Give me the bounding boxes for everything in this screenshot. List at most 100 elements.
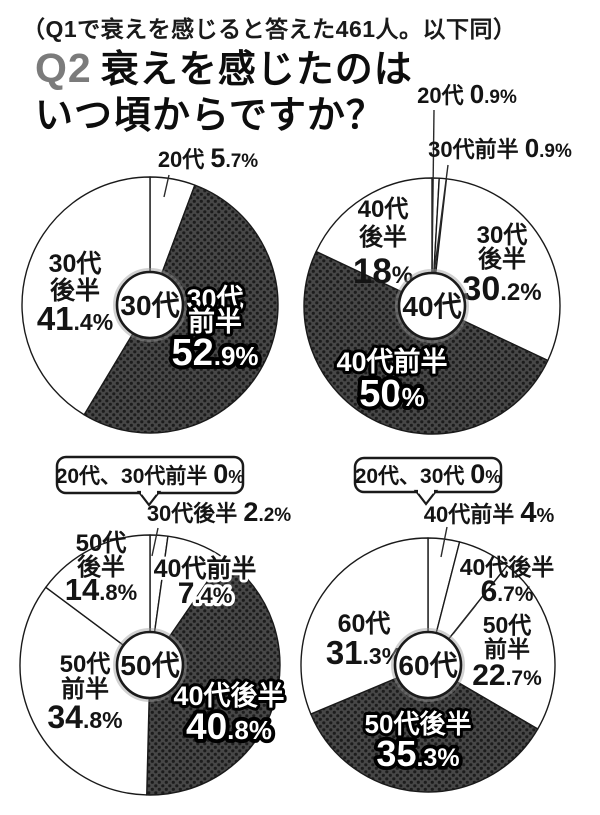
title-line-1: Q2 衰えを感じたのは [35,44,413,94]
label-text-part: .4% [74,309,114,335]
label-text-part: 20代、30代 [355,465,471,488]
label-text-part: .8% [227,715,272,745]
center-circle [393,630,463,700]
label-text-part: 4 [520,497,536,529]
leader-line [431,109,435,275]
label-text-part: 41 [37,300,74,337]
center-circle-shadow [113,268,187,342]
leader-line [163,174,170,198]
callout-note: 20代、30代 0% [355,459,502,489]
center-circle-shadow [113,628,187,702]
pie-slice-40代後半 [315,177,433,307]
pie-slice-50代前半 [427,564,556,730]
leader-line [151,527,159,557]
slice-value-40代後半: 40.8% [186,706,272,747]
slice-value-50代前半: 22.7% [472,659,542,692]
title-text-1: 衰えを感じたのは [100,49,413,91]
slice-label-40代後半: 後半 [359,223,407,251]
label-text-part: 0 [213,459,228,489]
label-text-part: 20代 [417,83,470,108]
pie-center-label: 60代 [398,650,457,681]
pie-center-label: 50代 [120,650,179,681]
label-text-part: 6 [481,575,498,608]
label-text-part: 52 [171,332,213,374]
slice-value-50代後半: 35.3% [376,733,459,774]
slice-label-50代前半: 50代 [60,651,111,678]
center-circle-shadow [391,628,465,702]
label-text-part: .8% [83,707,123,733]
label-text-part: 30代前半 [428,137,525,162]
slice-value-40代前半: 50% [359,373,424,415]
leader-line [452,604,477,635]
pie-slice-40代前半 [303,250,549,435]
callout-tail-joint [418,489,434,494]
pie-slice-50代後半 [310,664,539,793]
slice-label-50代後半: 50代 [76,530,127,557]
pie-slice-50代後半 [45,534,151,666]
slice-value-40代後半: 6.7% [481,575,534,608]
slice-label-30代後半: 30代 [49,250,102,278]
label-text-part: 50 [359,373,401,415]
leader-line [440,526,448,558]
slice-label-60代: 60代 [338,610,391,638]
pie-slice-40代後半 [146,557,281,796]
label-text-part: 20代 [158,147,211,172]
slice-label-30代後半: 30代 [477,222,528,249]
center-circle [115,270,185,340]
callout-note: 20代、30代前半 0% [56,459,245,489]
label-text-part: .4% [194,583,232,608]
slice-label-50代後半: 後半 [77,553,125,581]
label-text-part: 40 [186,706,227,747]
slice-label-40代後半: 40代後半 [460,554,555,580]
slice-label-20代: 20代 5.7% [158,143,258,173]
label-text-part: % [228,467,244,487]
label-text-part: 35 [376,733,416,774]
slice-label-40代後半: 40代 [358,196,409,223]
pie-chart-40s: 20代 0.9%30代前半 0.9%30代後半30.2%40代前半50%40代後… [303,79,572,435]
pie-center-label: 40代 [402,291,461,322]
slice-label-30代後半: 後半 [478,245,526,273]
label-text-part: % [536,505,554,527]
label-text-part: 22 [472,659,505,692]
label-text-part: 0 [525,133,539,163]
label-text-part: .7% [497,583,534,606]
slice-label-40代前半: 40代前半 [336,346,447,377]
label-text-part: .9% [214,341,259,371]
label-text-part: 34 [47,699,83,735]
label-text-part: .2% [258,505,291,526]
center-circle [115,630,185,700]
label-text-part: 40代前半 [424,502,521,527]
label-text-part: 31 [326,634,363,671]
label-text-part: .9% [539,141,572,162]
slice-label-40代後半: 40代後半 [173,681,284,711]
label-text-part: 0 [470,79,484,109]
pie-chart-50s: 30代後半 2.2%40代前半7.4%40代後半40.8%50代前半34.8%5… [19,455,291,796]
label-text-part: .9% [484,87,517,108]
slice-label-50代前半: 50代 [483,612,532,638]
slice-value-30代後半: 41.4% [37,300,113,337]
slice-label-30代前半: 前半 [188,306,242,337]
pie-slice-50代前半 [19,586,151,796]
label-text-part: 14 [65,572,100,607]
label-text-part: .3% [416,744,459,772]
label-text-part: 5 [210,143,225,173]
label-text-part: .8% [99,580,137,605]
label-text-part: % [402,382,425,412]
slice-label-50代前半: 前半 [61,675,109,703]
label-text-part: % [485,467,501,487]
title-text-2: いつ頃からですか？ [35,94,385,137]
slice-label-30代後半: 30代後半 2.2% [147,497,291,527]
callout-tail-joint [141,490,157,495]
slice-label-50代後半: 50代後半 [365,709,472,739]
label-text-part: 30 [462,270,500,308]
slice-value-30代前半: 52.9% [171,332,258,374]
pie-center-label: 30代 [120,290,179,321]
slice-value-50代前半: 34.8% [47,699,122,735]
label-text-part: 2 [243,497,258,527]
center-circle-shadow [395,269,469,343]
slice-value-30代後半: 30.2% [462,270,541,308]
slice-label-20代: 20代 0.9% [417,79,517,109]
